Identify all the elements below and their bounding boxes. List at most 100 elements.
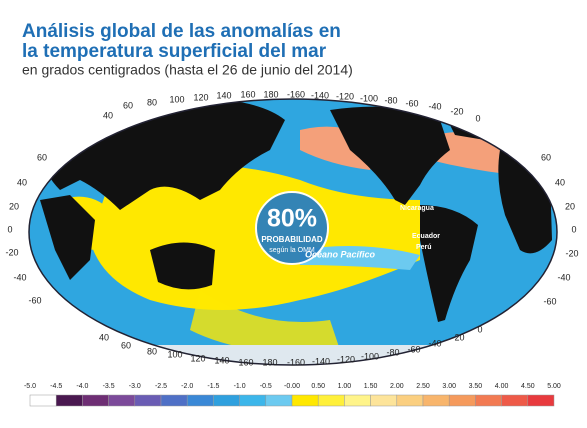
longitude-label: -160 <box>287 357 305 367</box>
legend-label: -2.5 <box>155 383 167 390</box>
longitude-label: -160 <box>287 89 305 99</box>
longitude-label: -20 <box>450 106 463 116</box>
badge-label: PROBABILIDAD <box>261 235 323 244</box>
legend-label: -1.0 <box>234 383 246 390</box>
longitude-label: -60 <box>405 98 418 108</box>
legend-label: -3.0 <box>129 383 141 390</box>
legend-swatch <box>134 394 162 407</box>
legend-swatch <box>29 394 57 407</box>
latitude-label: 60 <box>541 152 551 162</box>
longitude-label: 120 <box>193 92 208 102</box>
latitude-label: -20 <box>5 247 18 257</box>
legend-label: -5.0 <box>24 383 36 390</box>
legend-swatch <box>186 394 214 407</box>
legend-label: -0.5 <box>260 383 272 390</box>
latitude-label: -40 <box>13 272 26 282</box>
place-label: Perú <box>416 244 432 251</box>
latitude-label: -40 <box>557 272 570 282</box>
legend-swatch <box>475 394 502 407</box>
subtitle: en grados centigrados (hasta el 26 de ju… <box>22 62 353 78</box>
longitude-label: -80 <box>386 347 399 357</box>
latitude-label: 40 <box>555 177 565 187</box>
legend-label: 0.50 <box>311 383 325 390</box>
legend-swatch <box>213 394 240 407</box>
latitude-label: 20 <box>565 201 575 211</box>
longitude-label: -120 <box>336 91 354 101</box>
longitude-label: 40 <box>99 332 109 342</box>
longitude-label: -20 <box>451 332 464 342</box>
latitude-label: -20 <box>565 248 578 258</box>
longitude-label: 100 <box>169 94 184 104</box>
legend-swatch <box>344 394 371 407</box>
longitude-label: 60 <box>123 100 133 110</box>
badge-source: según la OMM <box>269 247 315 254</box>
place-label: Ecuador <box>412 233 440 240</box>
legend-swatch <box>55 394 83 407</box>
longitude-label: -100 <box>360 93 378 103</box>
latitude-label: 60 <box>37 152 47 162</box>
legend-label: 4.50 <box>521 383 535 390</box>
title-line: la temperatura superficial del mar <box>22 41 327 62</box>
longitude-label: 140 <box>216 90 231 100</box>
ocean-label: Océano Pacífico <box>305 249 376 259</box>
legend-label: -4.5 <box>50 383 62 390</box>
legend-label: -3.5 <box>103 383 115 390</box>
longitude-label: 140 <box>214 355 229 365</box>
legend-swatch <box>448 394 476 407</box>
legend-swatch <box>108 394 136 407</box>
legend-swatch <box>291 394 319 407</box>
legend-label: -2.0 <box>181 383 193 390</box>
legend-label: -0.00 <box>284 383 300 390</box>
legend-swatch <box>422 394 450 407</box>
longitude-label: 40 <box>103 110 113 120</box>
legend-label: 4.00 <box>495 383 509 390</box>
longitude-label: -60 <box>407 344 420 354</box>
longitude-label: 0 <box>477 324 482 334</box>
badge <box>255 191 329 265</box>
legend-label: 5.00 <box>547 383 561 390</box>
map-outline <box>28 98 558 366</box>
legend-swatch <box>370 394 398 407</box>
legend-swatch <box>527 394 555 407</box>
longitude-label: -40 <box>428 338 441 348</box>
legend-label: 1.00 <box>338 383 352 390</box>
longitude-label: 160 <box>238 357 253 367</box>
longitude-label: -40 <box>428 101 441 111</box>
longitude-label: 80 <box>147 346 157 356</box>
legend-swatch <box>265 394 293 407</box>
longitude-label: 100 <box>167 349 182 359</box>
legend-swatch <box>160 394 188 407</box>
longitude-label: -140 <box>311 90 329 100</box>
longitude-label: 180 <box>263 89 278 99</box>
longitude-label: 0 <box>475 113 480 123</box>
latitude-label: 40 <box>17 177 27 187</box>
latitude-label: -60 <box>543 296 556 306</box>
legend-label: 2.00 <box>390 383 404 390</box>
latitude-label: -60 <box>28 295 41 305</box>
legend-swatch <box>396 394 424 407</box>
legend-label: 1.50 <box>364 383 378 390</box>
longitude-label: 120 <box>190 353 205 363</box>
legend-label: -1.5 <box>207 383 219 390</box>
legend-label: 2.50 <box>416 383 430 390</box>
place-label: Nicaragua <box>400 205 434 212</box>
legend-label: 3.00 <box>442 383 456 390</box>
longitude-label: 60 <box>121 340 131 350</box>
longitude-label: 80 <box>147 97 157 107</box>
legend-label: -4.0 <box>76 383 88 390</box>
legend-swatch <box>501 394 529 407</box>
badge-value: 80% <box>267 205 317 233</box>
latitude-label: 20 <box>9 201 19 211</box>
longitude-label: 160 <box>240 89 255 99</box>
latitude-label: 0 <box>7 224 12 234</box>
title-line: Análisis global de las anomalías en <box>22 21 341 42</box>
longitude-label: -100 <box>361 351 379 361</box>
latitude-label: 0 <box>571 224 576 234</box>
longitude-label: -120 <box>337 354 355 364</box>
legend-swatch <box>82 394 109 407</box>
legend-swatch <box>239 394 267 407</box>
longitude-label: 180 <box>262 357 277 367</box>
legend-label: 3.50 <box>469 383 483 390</box>
legend-swatch <box>317 394 345 407</box>
